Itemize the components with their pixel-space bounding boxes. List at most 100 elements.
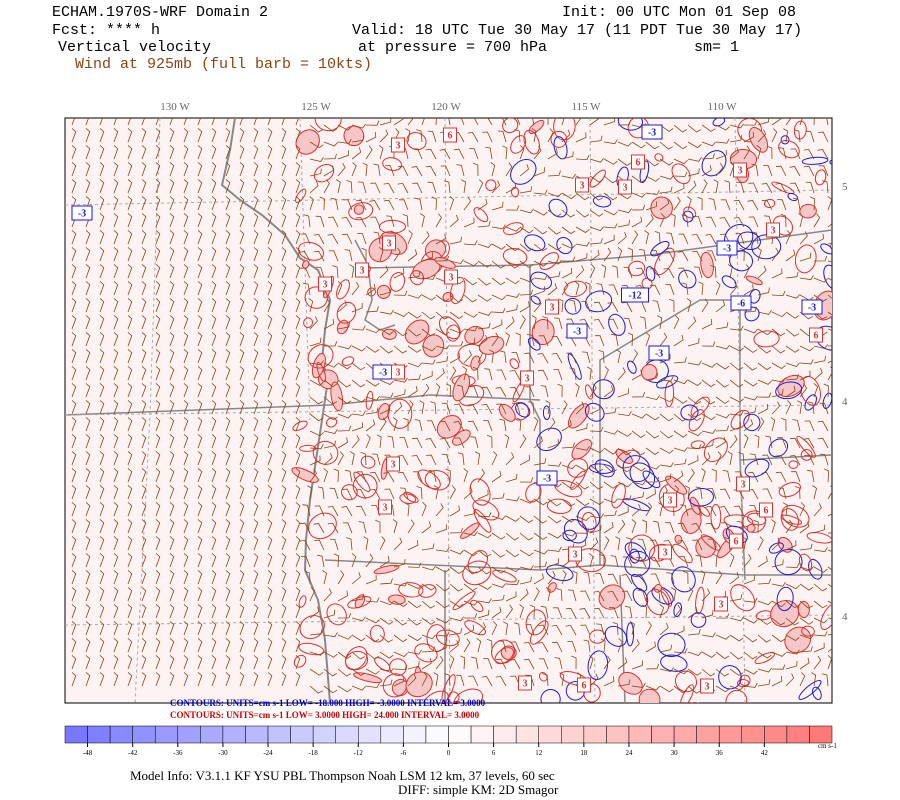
wind-barb: [631, 464, 646, 472]
wind-barb: [495, 387, 507, 398]
contour: [307, 344, 334, 369]
wind-barb: [334, 553, 340, 568]
wind-barb: [239, 451, 245, 466]
contour: [295, 129, 320, 155]
wind-barb: [155, 638, 161, 653]
wind-barb: [85, 536, 91, 551]
wind-barb: [253, 502, 259, 517]
contour: [650, 241, 670, 257]
wind-barb: [414, 197, 423, 211]
wind-barb: [85, 451, 91, 466]
wind-barb: [225, 451, 231, 466]
wind-barb: [463, 468, 468, 483]
wind-barb: [631, 430, 646, 438]
wind-barb: [469, 386, 479, 398]
contour: [801, 625, 815, 637]
contour-label: -6: [737, 298, 745, 309]
colorbar-box: [718, 725, 743, 744]
wind-barb: [155, 264, 161, 279]
contour: [730, 409, 750, 430]
wind-barb: [197, 145, 203, 160]
wind-barb: [281, 621, 287, 636]
wind-barb: [239, 264, 245, 279]
contour: [373, 564, 400, 575]
wind-barb: [141, 417, 147, 432]
wind-barb: [239, 383, 245, 398]
contour-label-box: [568, 546, 582, 562]
contour: [812, 686, 822, 700]
wind-barb: [711, 468, 717, 483]
wind-barb: [113, 230, 119, 245]
wind-barb: [743, 553, 752, 568]
colorbar-box: [741, 725, 765, 744]
wind-barb: [183, 604, 189, 619]
contour: [622, 455, 651, 483]
wind-barb: [729, 651, 743, 660]
wind-barb: [533, 436, 543, 449]
wind-barb: [607, 590, 619, 602]
wind-barb: [397, 471, 409, 483]
wind-barb: [673, 668, 688, 675]
wind-barb: [687, 443, 702, 450]
wind-barb: [267, 655, 273, 670]
wind-barb: [603, 464, 617, 473]
wind-barb: [561, 243, 576, 249]
wind-barb: [491, 515, 506, 520]
contour-label-box: [391, 137, 405, 153]
wind-barb: [811, 672, 817, 687]
wind-barb: [603, 118, 616, 126]
contour: [626, 622, 635, 647]
wind-barb: [673, 458, 687, 466]
colorbar-label: 12: [535, 749, 543, 757]
wind-barb: [71, 570, 77, 585]
wind-barb: [85, 145, 91, 160]
wind-barb: [477, 609, 490, 619]
wind-barb: [295, 604, 301, 619]
wind-barb: [71, 349, 77, 364]
contour-label-box: [801, 299, 823, 315]
wind-barb: [295, 434, 301, 449]
wind-barb: [659, 396, 674, 403]
wind-barb: [706, 250, 717, 262]
wind-barb: [533, 417, 539, 432]
wind-barb: [610, 555, 619, 568]
wind-barb: [547, 461, 562, 467]
wind-barb: [425, 165, 437, 177]
contour: [336, 301, 357, 324]
wind-barb: [519, 588, 529, 602]
contour-label: 3: [663, 547, 668, 558]
wind-barb: [197, 536, 203, 551]
wind-barb: [317, 554, 325, 568]
wind-barb: [428, 469, 437, 483]
wind-barb: [803, 165, 815, 177]
model-info: Model Info: V3.1.1 KF YSU PBL Thompson N…: [130, 768, 555, 783]
wind-barb: [509, 659, 521, 670]
wind-barb: [617, 231, 627, 245]
wind-barb: [629, 621, 635, 636]
contour-label-box: [766, 222, 780, 238]
wind-barb: [329, 538, 339, 551]
wind-barb: [589, 404, 601, 415]
wind-barb: [589, 383, 597, 398]
wind-barb: [141, 162, 147, 177]
wind-barb: [169, 128, 175, 143]
wind-barb: [751, 231, 759, 245]
wind-barb: [533, 299, 542, 313]
wind-barb: [379, 651, 394, 659]
contour: [589, 463, 614, 474]
wind-barb: [99, 213, 105, 228]
wind-barb: [463, 337, 476, 347]
colorbar-label: 18: [580, 749, 588, 757]
wind-barb: [365, 395, 380, 401]
wind-barb: [407, 362, 423, 368]
wind-barb: [827, 366, 832, 381]
wind-barb: [713, 179, 719, 194]
contour: [467, 550, 488, 574]
wind-barb: [239, 145, 245, 160]
wind-barb: [253, 434, 259, 449]
wind-barb: [701, 588, 711, 602]
wind-barb: [448, 118, 451, 126]
wind-barb: [327, 234, 339, 245]
contour: [645, 589, 670, 616]
wind-barb: [757, 417, 765, 432]
